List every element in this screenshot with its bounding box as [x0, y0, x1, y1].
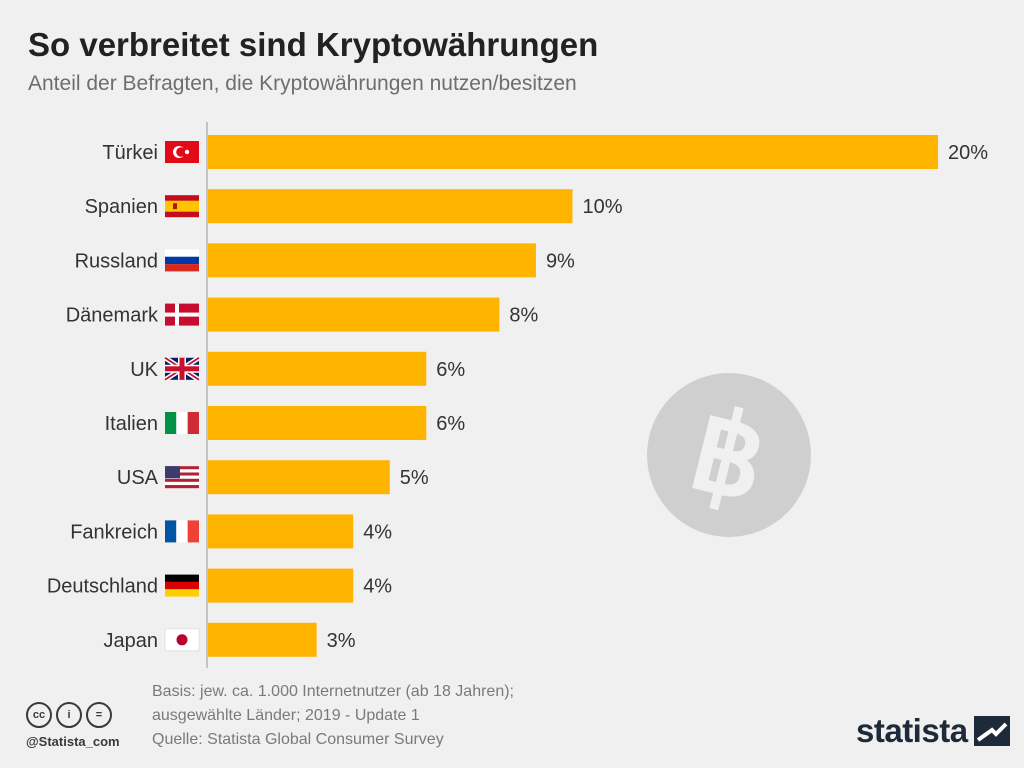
category-label: Russland — [75, 250, 158, 272]
value-label: 5% — [400, 467, 429, 489]
bar — [207, 243, 536, 278]
chart-subtitle: Anteil der Befragten, die Kryptowährunge… — [28, 72, 577, 95]
creative-commons-icon: cc — [26, 702, 52, 728]
brand-wordmark: statista — [856, 712, 968, 749]
flag-uk-icon — [163, 355, 201, 382]
flag-usa-icon — [165, 466, 199, 489]
no-derivatives-icon: = — [86, 702, 112, 728]
basis-line-2: ausgewählte Länder; 2019 - Update 1 — [152, 707, 420, 724]
flag-france-icon — [165, 520, 199, 543]
value-label: 9% — [546, 250, 575, 272]
bar — [207, 351, 427, 386]
flag-italy-icon — [165, 412, 199, 434]
category-label: Japan — [104, 630, 159, 652]
category-label: Fankreich — [70, 521, 158, 543]
bar — [207, 406, 427, 440]
flag-germany-icon — [165, 574, 199, 597]
source-line: Quelle: Statista Global Consumer Survey — [152, 731, 444, 748]
value-label: 4% — [363, 521, 392, 543]
category-label: UK — [130, 359, 158, 381]
basis-line-1: Basis: jew. ca. 1.000 Internetnutzer (ab… — [152, 683, 514, 700]
category-label: Italien — [105, 413, 158, 435]
chart-title: So verbreitet sind Kryptowährungen — [28, 26, 599, 63]
flag-spain-icon — [165, 195, 199, 218]
value-label: 20% — [948, 142, 988, 164]
flag-russia-icon — [165, 249, 199, 272]
bar — [207, 514, 354, 549]
bitcoin-icon: ฿ — [647, 373, 811, 537]
license-icons: cc i = — [26, 702, 112, 728]
flag-denmark-icon — [165, 303, 199, 326]
bar — [207, 460, 390, 495]
value-label: 3% — [327, 630, 356, 652]
bar — [207, 297, 500, 332]
bar — [207, 622, 317, 657]
value-label: 6% — [436, 359, 465, 381]
flag-japan-icon — [164, 628, 200, 652]
category-label: Deutschland — [47, 576, 158, 598]
value-label: 6% — [436, 413, 465, 435]
value-label: 10% — [583, 196, 623, 218]
statista-logo[interactable]: statista — [856, 712, 1010, 750]
flag-turkey-icon — [165, 141, 199, 163]
bar-chart: ฿ Türkei 20% Spanien 10% Russland 9% Dänemark 8%… — [47, 122, 988, 668]
value-label: 8% — [509, 305, 538, 327]
footer-note: Basis: jew. ca. 1.000 Internetnutzer (ab… — [152, 680, 514, 752]
attribution-icon: i — [56, 702, 82, 728]
category-label: Dänemark — [66, 305, 159, 327]
category-label: Spanien — [85, 196, 158, 218]
bar — [207, 135, 938, 169]
social-handle: @Statista_com — [26, 734, 120, 749]
bar — [207, 189, 573, 224]
category-label: USA — [117, 467, 159, 489]
value-label: 4% — [363, 576, 392, 598]
statista-mark-icon — [973, 716, 1010, 746]
category-label: Türkei — [102, 142, 158, 164]
bar — [207, 568, 354, 603]
